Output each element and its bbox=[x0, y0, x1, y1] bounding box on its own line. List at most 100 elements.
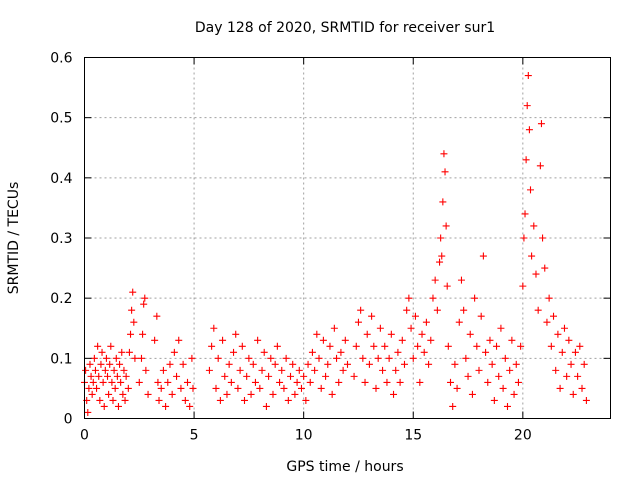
data-point bbox=[280, 384, 288, 392]
y-tick-label: 0.6 bbox=[50, 51, 72, 67]
data-point bbox=[341, 336, 349, 344]
data-point bbox=[333, 354, 341, 362]
data-point bbox=[565, 336, 573, 344]
data-point bbox=[289, 360, 297, 368]
data-point bbox=[475, 366, 483, 374]
data-point bbox=[543, 318, 551, 326]
data-point bbox=[271, 360, 279, 368]
data-point bbox=[443, 282, 451, 290]
data-point bbox=[407, 324, 415, 332]
data-point bbox=[530, 222, 538, 230]
data-point bbox=[205, 366, 213, 374]
data-point bbox=[547, 342, 555, 350]
data-point bbox=[420, 348, 428, 356]
data-point bbox=[523, 102, 531, 110]
data-point bbox=[256, 384, 264, 392]
data-point bbox=[109, 396, 117, 404]
data-point bbox=[350, 372, 358, 380]
data-point bbox=[96, 396, 104, 404]
data-point bbox=[394, 348, 402, 356]
data-point bbox=[528, 252, 536, 260]
data-point bbox=[414, 342, 422, 350]
data-point bbox=[521, 210, 529, 218]
data-point bbox=[527, 186, 535, 194]
data-point bbox=[442, 222, 450, 230]
data-point bbox=[390, 390, 398, 398]
data-point bbox=[87, 372, 95, 380]
data-point bbox=[545, 294, 553, 302]
data-point bbox=[536, 162, 544, 170]
data-point bbox=[486, 336, 494, 344]
data-point bbox=[112, 354, 120, 362]
data-point bbox=[514, 378, 522, 386]
data-point bbox=[503, 402, 511, 410]
data-point bbox=[300, 372, 308, 380]
data-point bbox=[484, 378, 492, 386]
data-point bbox=[82, 366, 90, 374]
data-point bbox=[512, 360, 520, 368]
data-point bbox=[249, 360, 257, 368]
data-point bbox=[265, 372, 273, 380]
data-point bbox=[189, 384, 197, 392]
data-point bbox=[116, 360, 124, 368]
data-point bbox=[151, 336, 159, 344]
data-point bbox=[278, 366, 286, 374]
data-point bbox=[173, 372, 181, 380]
data-point bbox=[354, 318, 362, 326]
data-point bbox=[524, 72, 532, 80]
data-point bbox=[437, 234, 445, 242]
data-point bbox=[188, 354, 196, 362]
data-point bbox=[550, 312, 558, 320]
data-point bbox=[114, 402, 122, 410]
data-point bbox=[519, 282, 527, 290]
data-point bbox=[539, 234, 547, 242]
data-point bbox=[501, 354, 509, 362]
data-point bbox=[554, 330, 562, 338]
chart-title: Day 128 of 2020, SRMTID for receiver sur… bbox=[195, 20, 495, 36]
data-point bbox=[398, 336, 406, 344]
data-point bbox=[376, 324, 384, 332]
data-point bbox=[273, 342, 281, 350]
data-point bbox=[120, 366, 128, 374]
data-point bbox=[142, 366, 150, 374]
data-point bbox=[125, 348, 133, 356]
data-point bbox=[560, 324, 568, 332]
data-point bbox=[451, 360, 459, 368]
data-point bbox=[455, 318, 463, 326]
data-point bbox=[541, 264, 549, 272]
data-point bbox=[137, 354, 145, 362]
data-point bbox=[94, 342, 102, 350]
data-point bbox=[140, 300, 148, 308]
data-point bbox=[493, 342, 501, 350]
data-point bbox=[164, 378, 172, 386]
data-point bbox=[89, 378, 97, 386]
data-point bbox=[400, 360, 408, 368]
data-point bbox=[495, 372, 503, 380]
data-point bbox=[295, 366, 303, 374]
data-point bbox=[370, 342, 378, 350]
data-point bbox=[315, 354, 323, 362]
data-point bbox=[313, 330, 321, 338]
data-point bbox=[506, 366, 514, 374]
data-point bbox=[308, 348, 316, 356]
data-point bbox=[569, 390, 577, 398]
data-point bbox=[227, 378, 235, 386]
data-point bbox=[102, 354, 110, 362]
data-point bbox=[225, 360, 233, 368]
data-point bbox=[177, 384, 185, 392]
data-point bbox=[91, 366, 99, 374]
data-point bbox=[431, 276, 439, 284]
data-point bbox=[107, 342, 115, 350]
data-point bbox=[422, 318, 430, 326]
data-point bbox=[460, 306, 468, 314]
data-point bbox=[238, 342, 246, 350]
data-point bbox=[113, 372, 121, 380]
data-point bbox=[537, 120, 545, 128]
data-point bbox=[212, 384, 220, 392]
data-point bbox=[269, 390, 277, 398]
data-point bbox=[580, 360, 588, 368]
data-point bbox=[104, 372, 112, 380]
data-point bbox=[567, 360, 575, 368]
data-point bbox=[214, 354, 222, 362]
